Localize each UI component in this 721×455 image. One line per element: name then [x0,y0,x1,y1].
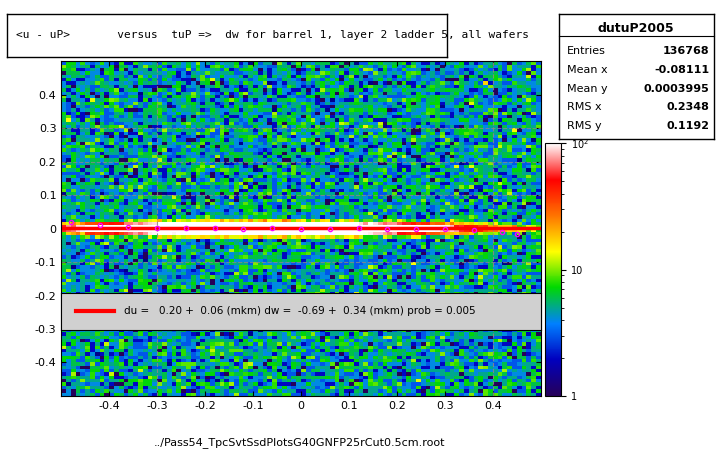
Text: Mean y: Mean y [567,84,607,94]
Text: ../Pass54_TpcSvtSsdPlotsG40GNFP25rCut0.5cm.root: ../Pass54_TpcSvtSsdPlotsG40GNFP25rCut0.5… [154,437,445,448]
Text: RMS x: RMS x [567,102,601,112]
Text: 136768: 136768 [663,46,709,56]
Text: dutuP2005: dutuP2005 [598,22,675,35]
Text: Entries: Entries [567,46,606,56]
Text: <u - uP>       versus  tuP =>  dw for barrel 1, layer 2 ladder 5, all wafers: <u - uP> versus tuP => dw for barrel 1, … [16,30,529,40]
Text: RMS y: RMS y [567,121,601,131]
Text: 0.0003995: 0.0003995 [643,84,709,94]
Text: du =   0.20 +  0.06 (mkm) dw =  -0.69 +  0.34 (mkm) prob = 0.005: du = 0.20 + 0.06 (mkm) dw = -0.69 + 0.34… [123,306,475,316]
Text: Mean x: Mean x [567,65,607,75]
Text: 0.1192: 0.1192 [666,121,709,131]
Text: 0.2348: 0.2348 [666,102,709,112]
Text: -0.08111: -0.08111 [654,65,709,75]
